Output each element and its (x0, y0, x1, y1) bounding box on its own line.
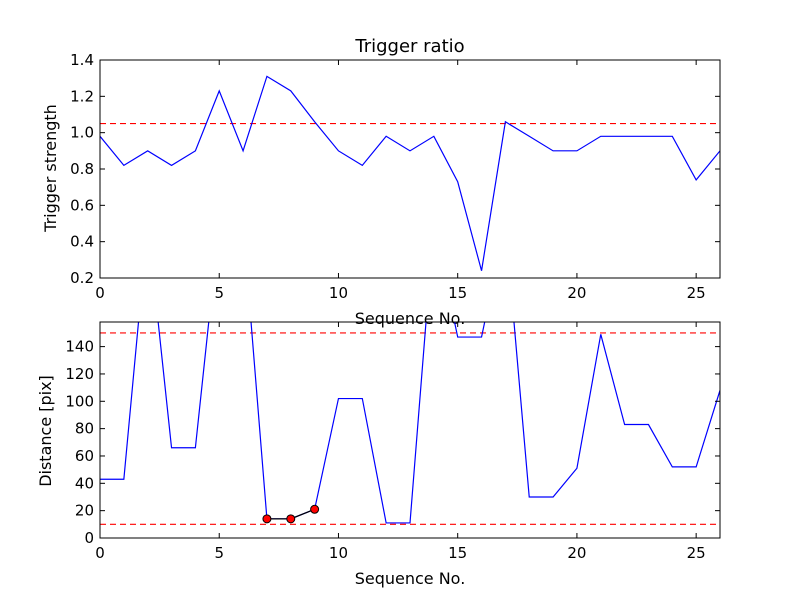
y-tick-label: 0.4 (70, 233, 94, 251)
y-axis-label: Distance [pix] (36, 375, 55, 487)
y-tick-label: 120 (65, 365, 94, 383)
y-tick-label: 40 (75, 474, 94, 492)
x-tick-label: 15 (448, 284, 467, 302)
x-tick-label: 15 (448, 544, 467, 562)
plot-area (100, 75, 720, 271)
series-line (100, 322, 720, 524)
y-tick-label: 1.2 (70, 87, 94, 105)
y-tick-label: 1.0 (70, 124, 94, 142)
x-axis-label: Sequence No. (355, 569, 466, 588)
x-tick-label: 20 (567, 544, 586, 562)
y-tick-label: 1.4 (70, 51, 94, 69)
y-axis-label: Trigger strength (41, 104, 60, 233)
x-tick-label: 25 (687, 544, 706, 562)
y-tick-label: 20 (75, 502, 94, 520)
data-point (262, 514, 272, 524)
y-tick-label: 60 (75, 447, 94, 465)
x-axis-label: Sequence No. (355, 309, 466, 328)
x-tick-label: 10 (329, 284, 348, 302)
data-point (310, 504, 320, 514)
y-tick-label: 80 (75, 420, 94, 438)
chart-title: Trigger ratio (354, 36, 464, 57)
x-tick-label: 0 (95, 284, 105, 302)
series-line (100, 75, 720, 271)
x-tick-label: 5 (214, 544, 224, 562)
y-tick-label: 0 (84, 529, 94, 547)
x-tick-label: 10 (329, 544, 348, 562)
y-tick-label: 0.2 (70, 269, 94, 287)
x-tick-label: 0 (95, 544, 105, 562)
y-tick-label: 0.6 (70, 196, 94, 214)
y-tick-label: 100 (65, 392, 94, 410)
x-tick-label: 20 (567, 284, 586, 302)
y-tick-label: 140 (65, 338, 94, 356)
trigger-ratio-panel: Trigger ratio Sequence No. Trigger stren… (41, 36, 721, 328)
data-point (286, 514, 296, 524)
distance-panel: Sequence No. Distance [pix] 0 5 10 15 20 25 0 2… (36, 321, 721, 588)
y-tick-label: 0.8 (70, 160, 94, 178)
axes-frame (99, 321, 721, 539)
x-tick-label: 5 (214, 284, 224, 302)
x-tick-label: 25 (687, 284, 706, 302)
